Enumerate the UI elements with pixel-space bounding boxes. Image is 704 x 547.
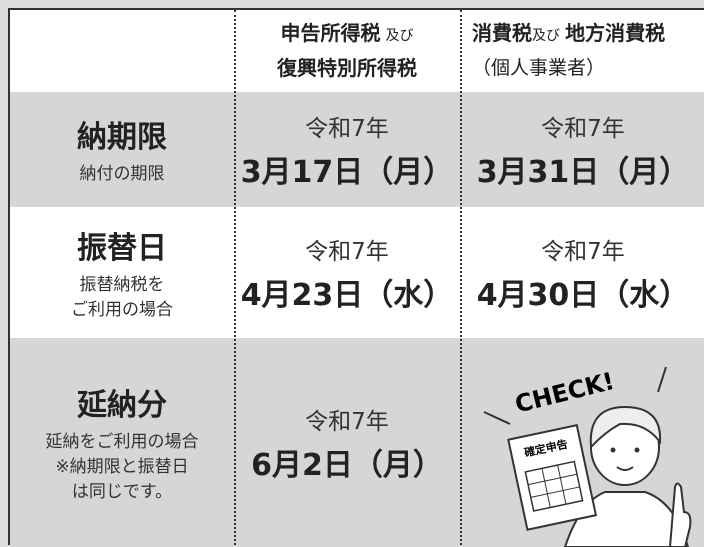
date-cell: 令和7年 3月31日（月） xyxy=(460,92,704,207)
row-title: 納期限 xyxy=(77,120,167,155)
schedule-table: 申告所得税 及び 復興特別所得税 消費税及び 地方消費税 （個人事業者） 納期限… xyxy=(8,8,704,547)
header-text: 及び xyxy=(385,27,414,44)
date-cell: 令和7年 4月23日（水） xyxy=(234,207,460,338)
body-row: 納期限納付の期限 令和7年 3月17日（月） 令和7年 3月31日（月） xyxy=(10,92,704,207)
header-text: （個人事業者） xyxy=(472,57,606,79)
row-note: 振替納税を xyxy=(79,274,165,295)
header-cell: 申告所得税 及び 復興特別所得税 xyxy=(234,10,460,92)
era: 令和7年 xyxy=(305,238,389,265)
date-cell: 令和7年 6月2日（月） xyxy=(234,338,460,547)
era: 令和7年 xyxy=(541,238,625,265)
divider xyxy=(460,10,462,545)
row-note: は同じです。 xyxy=(71,482,173,502)
row-note: 納付の期限 xyxy=(79,164,165,184)
date-cell: 令和7年 3月17日（月） xyxy=(234,92,460,207)
due-date: 6月2日（月） xyxy=(251,447,443,483)
check-illustration: CHECK! 確定申告 xyxy=(483,366,692,547)
row-note: ご利用の場合 xyxy=(71,299,173,320)
row-title: 振替日 xyxy=(77,230,167,266)
era: 令和7年 xyxy=(305,115,389,142)
label-cell: 納期限 納付の期限 xyxy=(10,92,234,207)
due-date: 4月23日（水） xyxy=(240,277,454,313)
era: 令和7年 xyxy=(305,408,389,435)
date-cell: 令和7年 4月30日（水） xyxy=(460,207,704,338)
era: 令和7年 xyxy=(541,115,625,142)
due-date: 4月30日（水） xyxy=(476,277,690,313)
row-note: ※納期限と振替日 xyxy=(55,457,189,477)
due-date: 3月31日（月） xyxy=(476,154,690,190)
due-date: 3月17日（月） xyxy=(240,154,454,190)
label-cell: 延納分延納をご利用の場合 ※納期限と振替日 は同じです。 xyxy=(10,338,234,547)
row-note: 延納をご利用の場合 xyxy=(45,432,199,452)
label-cell: 振替日振替納税をご利用の場合 xyxy=(10,207,234,338)
header-text: 消費税 xyxy=(472,21,532,45)
row-title: 延納分 xyxy=(77,388,167,423)
header-text: 復興特別所得税 xyxy=(277,55,417,80)
header-text: 地方消費税 xyxy=(565,21,666,45)
header-text: 申告所得税 xyxy=(280,20,381,45)
header-row: 申告所得税 及び 復興特別所得税 消費税及び 地方消費税 （個人事業者） xyxy=(10,10,704,92)
shout-text: CHECK! xyxy=(512,367,617,419)
header-text: 及び xyxy=(532,28,560,44)
header-cell: 消費税及び 地方消費税 （個人事業者） xyxy=(460,10,704,92)
divider xyxy=(234,10,236,545)
body-row: 振替日振替納税をご利用の場合 令和7年 4月23日（水） 令和7年 4月30日（水） xyxy=(10,207,704,338)
